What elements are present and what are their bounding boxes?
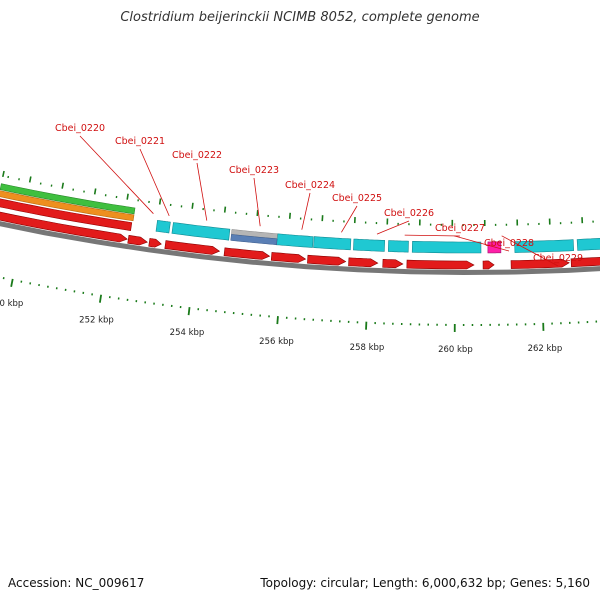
kbp-label: 250 kbp [0, 299, 23, 309]
outer-tick [256, 209, 259, 216]
gene-feature [276, 233, 314, 248]
map-title: Clostridium beijerinckii NCIMB 8052, com… [120, 10, 480, 25]
gene-label: Cbei_0225 [332, 193, 382, 204]
cds-arrow [510, 258, 570, 269]
cds-arrow [382, 258, 404, 269]
outer-tick [28, 176, 32, 183]
genome-backbone [0, 221, 600, 275]
outer-tick [93, 188, 97, 195]
gene-feature [171, 222, 231, 241]
cds-arrow [307, 254, 347, 266]
kbp-label: 252 kbp [79, 315, 114, 325]
gene-label: Cbei_0227 [435, 223, 485, 234]
gene-label: Cbei_0228 [484, 238, 534, 249]
cds-arrow [148, 238, 162, 248]
kbp-label: 256 kbp [259, 337, 294, 347]
cds-arrow [0, 211, 128, 243]
outer-tick [2, 170, 5, 178]
accession-label: Accession: NC_009617 [8, 576, 145, 590]
inner-tick [187, 307, 191, 316]
cds-arrow [223, 247, 271, 260]
gene-label: Cbei_0226 [384, 208, 434, 219]
label-leader-line [454, 235, 510, 252]
outer-tick [223, 206, 227, 213]
gene-feature [155, 219, 171, 234]
tick-marks [2, 170, 598, 332]
gene-feature [411, 240, 482, 254]
label-leader-line [376, 220, 410, 235]
label-leader-line [253, 177, 261, 227]
label-leader-line [301, 192, 311, 230]
cds-arrow [406, 259, 475, 270]
inner-tick [98, 294, 103, 303]
cds-arrow [164, 240, 221, 255]
inner-tick [10, 278, 14, 287]
gene-feature [353, 238, 386, 252]
gene-label: Cbei_0221 [115, 136, 165, 147]
cds-arrow [482, 260, 495, 270]
label-leader-line [79, 135, 154, 214]
outer-tick [158, 198, 162, 205]
kbp-label: 258 kbp [350, 343, 385, 353]
outer-tick [191, 202, 194, 209]
feature-track-green [0, 183, 136, 215]
cds-arrow [570, 257, 600, 268]
label-leader-line [139, 148, 170, 217]
label-leader-line [501, 235, 559, 267]
feature-track-orange [0, 190, 135, 222]
topology-label: Topology: circular; Length: 6,000,632 bp… [260, 576, 590, 590]
outer-tick [126, 193, 129, 200]
gene-label: Cbei_0220 [55, 123, 105, 134]
cds-arrow [127, 234, 148, 246]
cds-bar [0, 198, 133, 231]
gene-feature [514, 239, 575, 253]
kbp-label: 254 kbp [170, 328, 205, 338]
gene-feature [576, 237, 600, 251]
gene-label: Cbei_0222 [172, 150, 222, 161]
gene-feature [313, 236, 352, 251]
kbp-label: 260 kbp [438, 345, 473, 355]
kbp-label: 262 kbp [528, 344, 563, 354]
gene-label: Cbei_0229 [533, 253, 583, 264]
pseudogene-feature [230, 234, 278, 246]
position-labels: 250 kbp 252 kbp 254 kbp 256 kbp 258 kbp 260 k… [0, 299, 562, 355]
label-leader-line [341, 205, 358, 233]
gene-feature [387, 240, 409, 253]
gene-label: Cbei_0223 [229, 165, 279, 176]
gene-labels: Cbei_0220 Cbei_0221 Cbei_0222 Cbei_0223 Cbei… [55, 123, 583, 267]
label-leader-line [404, 234, 461, 237]
feature-tracks [0, 183, 600, 275]
cds-arrow [270, 252, 307, 263]
gene-label: Cbei_0224 [285, 180, 335, 191]
cds-arrow [348, 257, 379, 268]
label-leader-line [196, 162, 208, 221]
outer-tick [61, 182, 65, 189]
inner-tick [276, 316, 279, 325]
